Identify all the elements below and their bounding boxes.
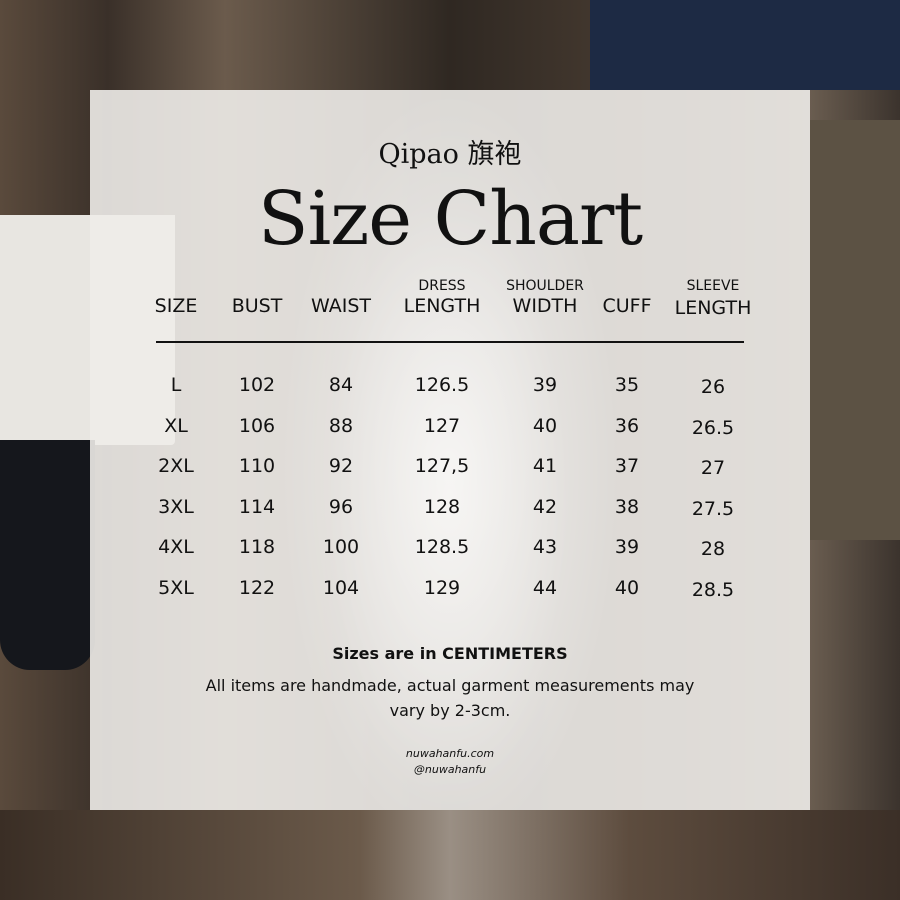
table-cell: 104 bbox=[322, 577, 360, 599]
header-top-label: SHOULDER bbox=[506, 278, 584, 294]
column-header: WIDTH bbox=[512, 295, 578, 317]
header-top-label: DRESS bbox=[418, 278, 466, 294]
size-label: 3XL bbox=[158, 496, 194, 518]
table-cell: 40 bbox=[532, 415, 558, 437]
website: nuwahanfu.com bbox=[405, 747, 495, 760]
table-cell: 92 bbox=[328, 455, 354, 477]
table-cell: 39 bbox=[614, 536, 640, 558]
table-cell: 102 bbox=[238, 374, 276, 396]
size-label: XL bbox=[164, 415, 188, 437]
table-cell: 37 bbox=[614, 455, 640, 477]
units-note: Sizes are in CENTIMETERS bbox=[332, 644, 568, 663]
table-cell: 114 bbox=[238, 496, 276, 518]
table-cell: 41 bbox=[532, 455, 558, 477]
table-cell: 35 bbox=[614, 374, 640, 396]
table-cell: 36 bbox=[614, 415, 640, 437]
size-label: 2XL bbox=[158, 455, 194, 477]
background-floor bbox=[0, 810, 900, 900]
page-title: Size Chart bbox=[257, 176, 643, 262]
table-cell: 44 bbox=[532, 577, 558, 599]
background-lamp-base bbox=[0, 440, 95, 670]
table-cell: 128.5 bbox=[414, 536, 470, 558]
table-cell: 127,5 bbox=[414, 455, 470, 477]
header-divider bbox=[156, 341, 744, 343]
table-cell: 27 bbox=[700, 457, 726, 479]
table-cell: 28.5 bbox=[691, 579, 735, 601]
handmade-note: All items are handmade, actual garment m… bbox=[205, 676, 695, 720]
table-cell: 43 bbox=[532, 536, 558, 558]
table-cell: 126.5 bbox=[414, 374, 470, 396]
table-cell: 88 bbox=[328, 415, 354, 437]
column-header: LENGTH bbox=[403, 295, 481, 317]
table-cell: 106 bbox=[238, 415, 276, 437]
table-cell: 39 bbox=[532, 374, 558, 396]
table-cell: 118 bbox=[238, 536, 276, 558]
column-header: WAIST bbox=[310, 295, 372, 317]
background-window bbox=[590, 0, 900, 90]
subtitle: Qipao 旗袍 bbox=[378, 139, 522, 170]
table-cell: 100 bbox=[322, 536, 360, 558]
table-cell: 129 bbox=[423, 577, 461, 599]
table-cell: 122 bbox=[238, 577, 276, 599]
table-cell: 38 bbox=[614, 496, 640, 518]
table-cell: 42 bbox=[532, 496, 558, 518]
table-cell: 84 bbox=[328, 374, 354, 396]
header-top-label: SLEEVE bbox=[686, 278, 740, 294]
contact-info: nuwahanfu.com @nuwahanfu bbox=[406, 746, 494, 778]
column-header: BUST bbox=[231, 295, 283, 317]
table-cell: 27.5 bbox=[691, 498, 735, 520]
size-label: L bbox=[170, 374, 182, 396]
table-cell: 26.5 bbox=[691, 417, 735, 439]
size-chart-panel: Qipao 旗袍 Size Chart SIZE BUST WAIST DRESS LE… bbox=[90, 90, 810, 810]
table-cell: 127 bbox=[423, 415, 461, 437]
table-cell: 40 bbox=[614, 577, 640, 599]
table-cell: 96 bbox=[328, 496, 354, 518]
column-header: LENGTH bbox=[674, 297, 752, 319]
column-header: CUFF bbox=[602, 295, 652, 317]
column-header: SIZE bbox=[154, 295, 198, 317]
size-label: 5XL bbox=[158, 577, 194, 599]
table-cell: 26 bbox=[700, 376, 726, 398]
size-label: 4XL bbox=[158, 536, 194, 558]
table-cell: 110 bbox=[238, 455, 276, 477]
social-handle: @nuwahanfu bbox=[413, 763, 487, 776]
table-cell: 28 bbox=[700, 538, 726, 560]
table-cell: 128 bbox=[423, 496, 461, 518]
background-cabinet bbox=[810, 120, 900, 540]
